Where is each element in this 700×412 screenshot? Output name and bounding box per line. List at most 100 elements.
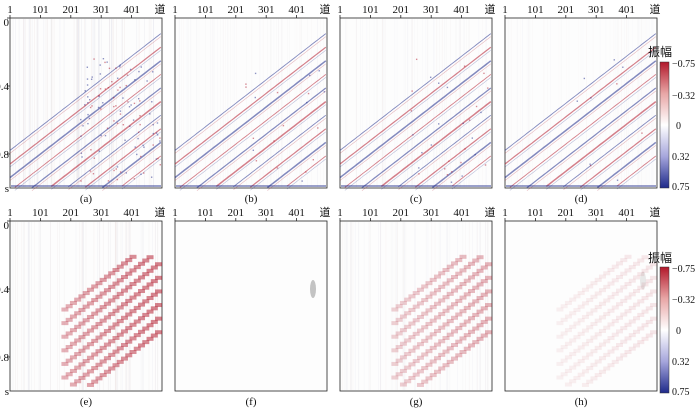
noise-speck: [119, 86, 121, 89]
colorbar-top: 振幅 −0.75 −0.32 0 0.32 0.75: [648, 44, 695, 193]
residual-mark: [433, 274, 441, 279]
residual-mark: [607, 335, 615, 340]
residual-mark: [421, 311, 429, 316]
residual-mark: [603, 271, 611, 276]
x-tick-label: 1: [337, 4, 343, 16]
residual-mark: [556, 334, 564, 339]
residual-mark: [412, 291, 420, 296]
noise-speck: [80, 135, 82, 137]
residual-mark: [616, 261, 623, 266]
residual-mark: [433, 328, 441, 333]
residual-mark: [455, 312, 463, 317]
residual-mark: [485, 262, 493, 267]
residual-mark: [581, 355, 589, 360]
residual-mark: [641, 309, 649, 314]
residual-mark: [556, 307, 564, 312]
noise-speck: [106, 61, 108, 63]
panel-f: 1 101 201 301 401 道 (f): [172, 205, 330, 408]
residual-mark: [463, 319, 471, 324]
residual-mark: [472, 258, 480, 263]
residual-mark: [416, 328, 424, 333]
panel-d: 1 101 201 301 401 道 (d): [502, 2, 660, 205]
residual-mark: [564, 368, 572, 373]
noise-speck: [119, 171, 122, 173]
reflection-event: [580, 131, 656, 191]
x-axis-unit: 道: [485, 205, 496, 219]
residual-mark: [91, 352, 99, 357]
residual-mark: [624, 309, 632, 314]
reflection-event: [9, 33, 162, 151]
noise-speck: [106, 127, 109, 129]
residual-mark: [564, 355, 572, 360]
y-axis-unit: s: [5, 183, 9, 195]
residual-mark: [472, 340, 480, 345]
residual-mark: [82, 331, 90, 336]
residual-mark: [133, 278, 141, 283]
residual-mark: [451, 315, 458, 320]
residual-mark: [637, 258, 645, 263]
residual-mark: [616, 329, 623, 334]
reflection-event: [504, 49, 656, 168]
panel-caption: (c): [410, 193, 423, 205]
noise-speck: [84, 104, 86, 106]
residual-mark: [433, 301, 441, 306]
residual-mark: [590, 349, 598, 354]
residual-mark: [633, 343, 641, 348]
residual-mark: [404, 311, 412, 316]
noise-speck: [252, 137, 255, 140]
noise-speck: [450, 181, 453, 183]
residual-mark: [112, 363, 120, 368]
colorbar: [659, 61, 670, 189]
residual-mark: [577, 318, 585, 323]
residual-mark: [560, 304, 568, 309]
residual-mark: [442, 295, 450, 300]
residual-mark: [586, 284, 594, 289]
residual-mark: [399, 368, 407, 373]
residual-mark: [82, 291, 90, 296]
noise-speck: [91, 76, 93, 78]
noise-speck: [139, 115, 141, 117]
residual-mark: [468, 329, 476, 334]
reflection-event: [14, 77, 161, 191]
reflection-event: [504, 33, 657, 151]
residual-mark: [594, 318, 602, 323]
x-tick-label: 1: [502, 4, 508, 16]
residual-mark: [637, 326, 645, 331]
residual-mark: [146, 282, 154, 287]
residual-mark: [446, 305, 454, 310]
reflection-event: [509, 77, 656, 191]
residual-mark: [142, 272, 150, 277]
residual-mark: [121, 315, 128, 320]
x-tick-label: 301: [93, 4, 110, 16]
noise-speck: [159, 164, 161, 166]
residual-mark: [412, 331, 420, 336]
noise-speck: [129, 125, 131, 127]
panel-c: 1 101 201 301 401 道 (c): [337, 2, 495, 205]
residual-mark: [108, 325, 116, 330]
residual-mark: [108, 271, 116, 276]
noise-speck: [446, 174, 449, 176]
residual-mark: [463, 278, 471, 283]
noise-speck: [483, 72, 485, 75]
y-axis-unit: s: [5, 386, 9, 398]
residual-mark: [425, 335, 433, 340]
residual-mark: [82, 359, 90, 364]
residual-mark: [99, 291, 107, 296]
reflection-event: [431, 141, 492, 189]
residual-mark: [581, 382, 589, 387]
panel-caption: (e): [80, 396, 93, 408]
residual-mark: [564, 382, 572, 387]
residual-mark: [560, 345, 568, 350]
x-axis-unit: 道: [650, 2, 661, 16]
reflection-event: [339, 33, 492, 151]
residual-mark: [78, 335, 86, 340]
residual-mark: [155, 330, 163, 335]
residual-mark: [624, 295, 632, 300]
colorbar-tick: 0.75: [672, 182, 690, 193]
residual-mark: [155, 289, 163, 294]
residual-mark: [459, 309, 467, 314]
reflection-event: [339, 63, 491, 181]
noise-speck: [89, 99, 91, 101]
reflection-event: [596, 141, 657, 189]
